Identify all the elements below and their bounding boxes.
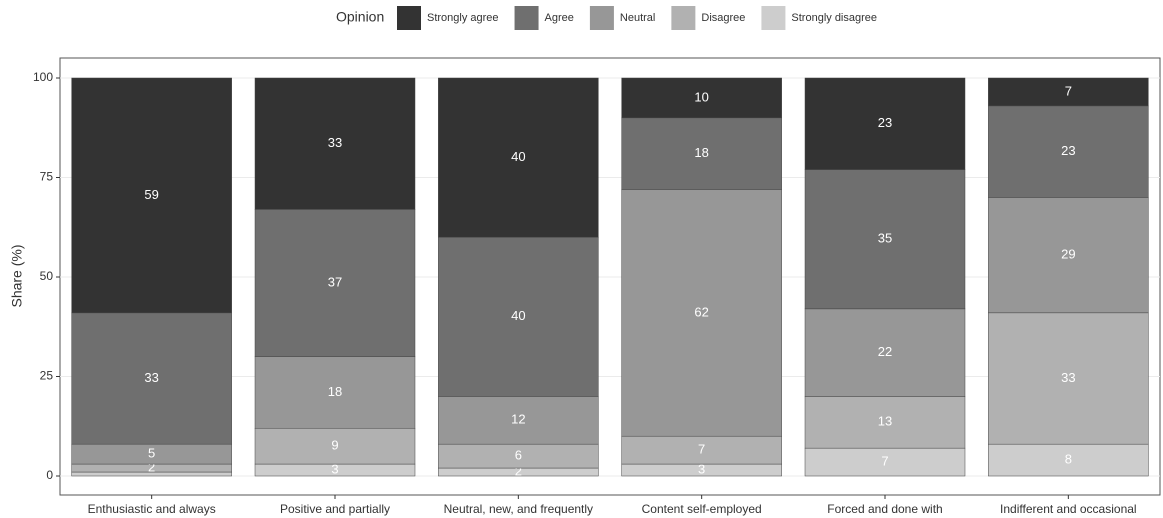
bar-segment xyxy=(438,77,599,238)
legend-label: Strongly disagree xyxy=(791,12,877,24)
data-label: 33 xyxy=(328,135,342,150)
y-tick-label: 50 xyxy=(40,269,54,283)
data-label: 35 xyxy=(878,231,892,246)
data-label: 23 xyxy=(1061,143,1075,158)
data-label: 22 xyxy=(878,344,892,359)
legend-label: Strongly agree xyxy=(427,12,499,24)
y-tick-label: 100 xyxy=(33,70,53,84)
legend-label: Neutral xyxy=(620,12,655,24)
bar-segment xyxy=(254,209,416,357)
legend-label: Agree xyxy=(545,12,574,24)
data-label: 2 xyxy=(515,463,522,478)
data-label: 12 xyxy=(511,412,525,427)
bar-segment xyxy=(804,169,966,310)
bar-segment xyxy=(71,77,232,314)
bar-segment xyxy=(621,189,782,437)
x-tick-label: Neutral, new, and frequently xyxy=(444,502,593,516)
data-label: 33 xyxy=(1061,370,1075,385)
data-label: 5 xyxy=(148,446,155,461)
bar-segment xyxy=(988,312,1149,445)
x-tick-label: Enthusiastic and always xyxy=(88,502,216,516)
data-label: 2 xyxy=(148,459,155,474)
x-tick-label: Positive and partially xyxy=(280,502,390,516)
bar-segment xyxy=(988,105,1149,198)
data-label: 8 xyxy=(1065,452,1072,467)
data-label: 10 xyxy=(694,89,708,104)
bar-segment xyxy=(438,236,599,397)
x-tick-label: Forced and done with xyxy=(827,502,942,516)
data-label: 33 xyxy=(144,370,158,385)
data-label: 40 xyxy=(511,308,525,323)
y-tick-label: 25 xyxy=(40,369,54,383)
data-label: 29 xyxy=(1061,247,1075,262)
data-label: 7 xyxy=(1065,83,1072,98)
data-label: 7 xyxy=(698,442,705,457)
data-label: 3 xyxy=(698,461,705,476)
x-tick-label: Indifferent and occasional xyxy=(1000,502,1137,516)
data-label: 59 xyxy=(144,187,158,202)
y-tick-label: 75 xyxy=(40,170,54,184)
bar-segment xyxy=(988,443,1149,477)
bar-segment xyxy=(988,197,1149,314)
data-label: 37 xyxy=(328,274,342,289)
data-label: 7 xyxy=(881,454,888,469)
data-label: 9 xyxy=(331,438,338,453)
legend-swatch xyxy=(397,6,421,30)
data-label: 3 xyxy=(331,461,338,476)
bar-segment xyxy=(621,117,782,190)
data-label: 23 xyxy=(878,115,892,130)
bar-segment xyxy=(71,312,232,445)
data-label: 18 xyxy=(328,384,342,399)
data-label: 62 xyxy=(694,304,708,319)
legend-title: Opinion xyxy=(336,9,384,25)
bar-segment xyxy=(254,77,416,210)
legend-label: Disagree xyxy=(701,12,745,24)
bar-segment xyxy=(254,427,416,465)
x-tick-label: Content self-employed xyxy=(642,502,762,516)
legend-swatch xyxy=(514,6,539,30)
data-label: 13 xyxy=(878,414,892,429)
data-label: 40 xyxy=(511,149,525,164)
bar-segment xyxy=(804,396,966,449)
bar-segment xyxy=(804,447,966,477)
y-axis-title: Share (%) xyxy=(9,244,25,307)
data-label: 6 xyxy=(515,448,522,463)
legend-swatch xyxy=(671,6,696,30)
bar-segment xyxy=(438,396,599,445)
legend-swatch xyxy=(589,6,614,30)
data-label: 18 xyxy=(694,145,708,160)
legend-swatch xyxy=(761,6,786,30)
bar-segment xyxy=(988,77,1149,107)
bar-segment xyxy=(804,308,966,397)
y-tick-label: 0 xyxy=(46,468,53,482)
bar-segment xyxy=(621,77,782,119)
bar-segment xyxy=(254,356,416,429)
bar-segment xyxy=(804,77,966,170)
